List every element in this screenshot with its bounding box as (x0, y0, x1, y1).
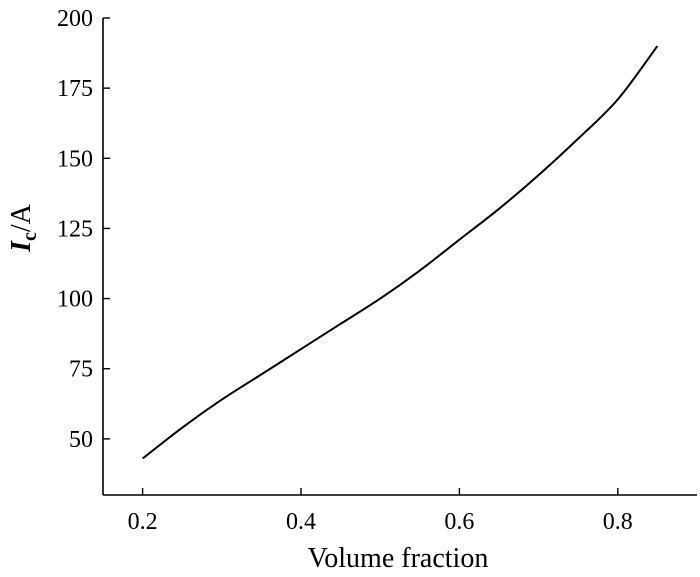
x-tick-label: 0.6 (444, 509, 474, 535)
y-tick-label: 125 (57, 216, 93, 242)
x-tick-label: 0.8 (603, 509, 633, 535)
y-axis-label-base: I (6, 240, 37, 253)
y-tick-label: 50 (69, 427, 93, 453)
y-tick-label: 75 (69, 357, 93, 383)
y-tick-label: 100 (57, 287, 93, 313)
y-axis-label: Ic/A (6, 203, 41, 253)
y-axis-label-subscript: c (19, 232, 41, 241)
y-axis-ticks: 50 75 100 125 150 175 200 (57, 6, 110, 453)
y-tick-label: 175 (57, 76, 93, 102)
series-line-0 (141, 45, 659, 460)
y-tick-label: 200 (57, 6, 93, 32)
x-tick-label: 0.2 (128, 509, 158, 535)
y-axis-label-suffix: /A (6, 203, 37, 232)
x-axis-ticks: 0.2 0.4 0.6 0.8 (128, 488, 633, 535)
y-tick-label: 150 (57, 146, 93, 172)
x-tick-label: 0.4 (286, 509, 316, 535)
plot-frame (102, 18, 697, 496)
series-group (141, 45, 659, 460)
x-axis-label: Volume fraction (308, 543, 489, 574)
